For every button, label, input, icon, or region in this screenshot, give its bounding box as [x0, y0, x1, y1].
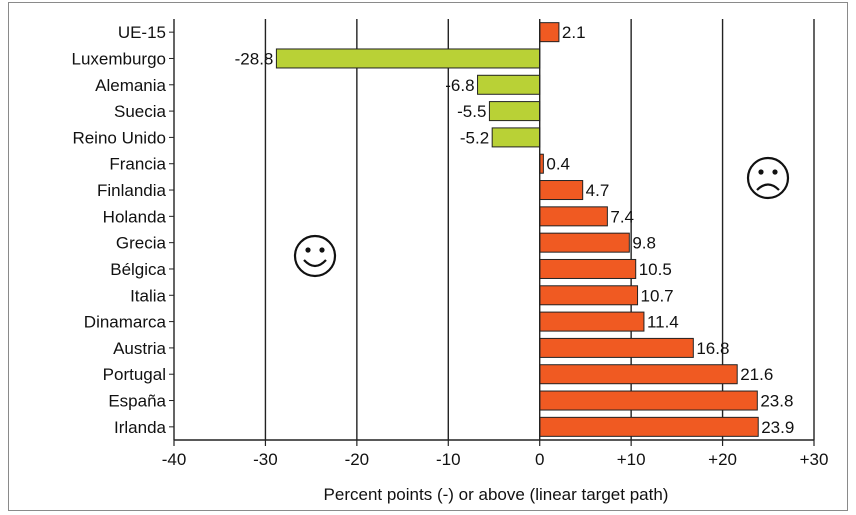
- category-label: Finlandia: [97, 181, 167, 200]
- bar: [539, 364, 738, 385]
- bar: [491, 127, 541, 148]
- bar: [539, 232, 630, 253]
- value-label: 9.8: [632, 234, 656, 253]
- value-label: 16.8: [696, 339, 729, 358]
- x-tick-label: -30: [253, 450, 278, 469]
- bar: [539, 206, 608, 227]
- category-label: Portugal: [103, 365, 166, 384]
- bar: [539, 22, 560, 43]
- bar: [539, 285, 639, 306]
- value-label: 10.7: [641, 286, 674, 305]
- category-label: Italia: [130, 286, 166, 305]
- value-label: 10.5: [639, 260, 672, 279]
- category-label: Bélgica: [110, 260, 166, 279]
- value-label: -5.2: [460, 128, 489, 147]
- value-label: -28.8: [235, 49, 274, 68]
- category-label: Luxemburgo: [71, 49, 166, 68]
- bar: [275, 48, 541, 69]
- category-label: Austria: [113, 339, 166, 358]
- bar: [539, 337, 694, 358]
- value-label: -5.5: [457, 102, 486, 121]
- x-tick-label: +20: [708, 450, 737, 469]
- value-label: 23.9: [761, 418, 794, 437]
- axes: [169, 19, 815, 446]
- value-label: 7.4: [610, 207, 634, 226]
- category-label: Alemania: [95, 76, 166, 95]
- bars: [275, 22, 759, 437]
- chart-frame: [8, 2, 848, 511]
- bar: [539, 258, 637, 279]
- category-label: Grecia: [116, 234, 167, 253]
- bar: [539, 311, 645, 332]
- value-label: -6.8: [445, 76, 474, 95]
- category-label: UE-15: [118, 23, 166, 42]
- value-label: 21.6: [740, 365, 773, 384]
- value-label: 4.7: [586, 181, 610, 200]
- category-label: Holanda: [103, 207, 167, 226]
- x-tick-label: +30: [800, 450, 829, 469]
- bar: [539, 180, 584, 201]
- labels: UE-15 2.1 Luxemburgo -28.8 Alemania -6.8 Sueci…: [71, 23, 828, 469]
- x-tick-label: -20: [345, 450, 370, 469]
- category-label: Irlanda: [114, 418, 167, 437]
- value-label: 23.8: [760, 392, 793, 411]
- x-tick-label: 0: [535, 450, 544, 469]
- category-label: Reino Unido: [72, 128, 166, 147]
- value-label: 2.1: [562, 23, 586, 42]
- category-label: Dinamarca: [84, 313, 167, 332]
- x-tick-label: +10: [617, 450, 646, 469]
- bar: [539, 390, 758, 411]
- x-tick-label: -40: [162, 450, 187, 469]
- bar: [477, 74, 541, 95]
- value-label: 0.4: [546, 155, 570, 174]
- x-axis-title: Percent points (-) or above (linear targ…: [324, 485, 669, 504]
- category-label: España: [108, 392, 166, 411]
- bar: [488, 101, 541, 122]
- smiley-face-icon: [293, 234, 337, 278]
- value-label: 11.4: [647, 313, 679, 332]
- bar: [539, 416, 759, 437]
- frowning-face-icon: [746, 156, 790, 200]
- x-tick-label: -10: [436, 450, 461, 469]
- category-label: Francia: [109, 155, 166, 174]
- category-label: Suecia: [114, 102, 167, 121]
